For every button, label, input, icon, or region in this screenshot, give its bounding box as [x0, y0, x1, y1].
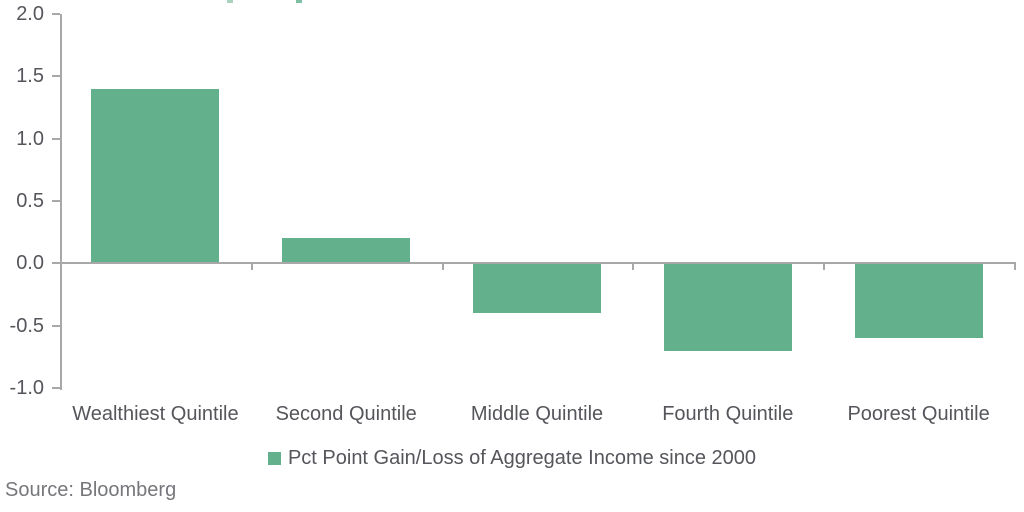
y-axis-tick-mark — [52, 262, 60, 265]
y-axis-tick-mark — [52, 387, 60, 389]
x-axis-tick-mark — [632, 262, 635, 271]
bar-fourth-quintile — [663, 263, 792, 351]
x-axis-zero-line — [60, 262, 1016, 265]
x-axis-category-label: Poorest Quintile — [847, 403, 990, 425]
x-axis-tick-mark — [250, 262, 253, 271]
y-axis-tick-label: 1.0 — [16, 127, 44, 150]
y-axis-tick-mark — [52, 13, 60, 15]
x-axis-category-label: Wealthiest Quintile — [72, 403, 239, 425]
x-axis-category-label: Second Quintile — [275, 403, 417, 425]
y-axis-tick-mark — [52, 75, 60, 78]
x-axis-category-label: Middle Quintile — [470, 403, 604, 425]
source-attribution: Source: Bloomberg — [5, 479, 177, 501]
y-axis-tick-mark — [52, 200, 60, 202]
x-axis-tick-mark — [823, 262, 826, 271]
bar-second-quintile — [282, 238, 411, 264]
y-axis-tick-label: -1.0 — [9, 377, 44, 399]
cropped-title-fragment — [227, 0, 233, 3]
x-axis-tick-mark — [441, 262, 444, 271]
bar-wealthiest-quintile — [91, 88, 220, 264]
y-axis-tick-label: 0.5 — [16, 190, 44, 212]
y-axis-tick-label: 2.0 — [16, 3, 44, 25]
legend-color-swatch — [267, 451, 281, 465]
cropped-title-fragment — [296, 0, 302, 3]
y-axis-tick-label: 0.0 — [16, 252, 44, 275]
bar-middle-quintile — [473, 263, 601, 314]
chart-legend: Pct Point Gain/Loss of Aggregate Income … — [0, 446, 1024, 470]
legend-label: Pct Point Gain/Loss of Aggregate Income … — [287, 447, 757, 469]
y-axis-line — [60, 14, 62, 390]
y-axis-tick-label: -0.5 — [9, 314, 44, 337]
x-axis-tick-mark — [1014, 262, 1016, 271]
x-axis-category-label: Fourth Quintile — [662, 403, 794, 425]
y-axis-tick-label: 1.5 — [16, 65, 44, 88]
bar-poorest-quintile — [854, 263, 983, 339]
y-axis-tick-mark — [52, 324, 60, 327]
y-axis-tick-mark — [52, 137, 60, 140]
